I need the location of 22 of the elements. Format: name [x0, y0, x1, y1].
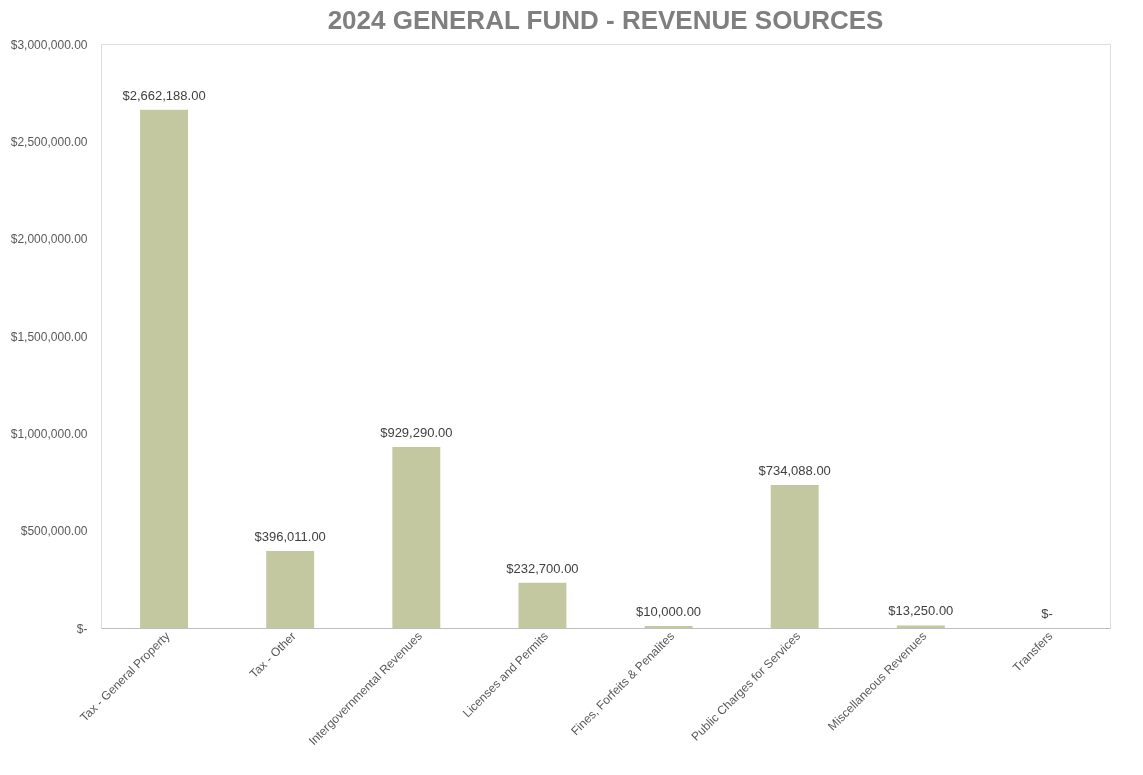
y-tick-label: $1,000,000.00 — [10, 426, 88, 441]
data-label: $929,290.00 — [380, 425, 453, 441]
bar — [266, 550, 315, 628]
data-label: $10,000.00 — [636, 604, 702, 620]
y-tick-label: $1,500,000.00 — [10, 329, 88, 344]
bar — [896, 625, 945, 628]
data-label: $396,011.00 — [254, 528, 326, 544]
bar — [770, 485, 819, 628]
bar — [140, 109, 189, 628]
data-label: $734,088.00 — [758, 463, 831, 479]
y-tick-label: $3,000,000.00 — [10, 37, 88, 52]
y-tick-label: $- — [76, 621, 88, 636]
data-label: $13,250.00 — [888, 603, 954, 619]
y-tick-label: $2,500,000.00 — [10, 134, 88, 149]
data-label: $- — [1041, 606, 1053, 621]
bar — [518, 582, 567, 628]
chart-title: 2024 GENERAL FUND - REVENUE SOURCES — [327, 5, 884, 35]
bar — [392, 447, 441, 628]
data-label: $2,662,188.00 — [122, 87, 206, 103]
data-label: $232,700.00 — [506, 560, 579, 576]
y-tick-label: $2,000,000.00 — [10, 232, 88, 247]
y-tick-label: $500,000.00 — [20, 524, 88, 539]
